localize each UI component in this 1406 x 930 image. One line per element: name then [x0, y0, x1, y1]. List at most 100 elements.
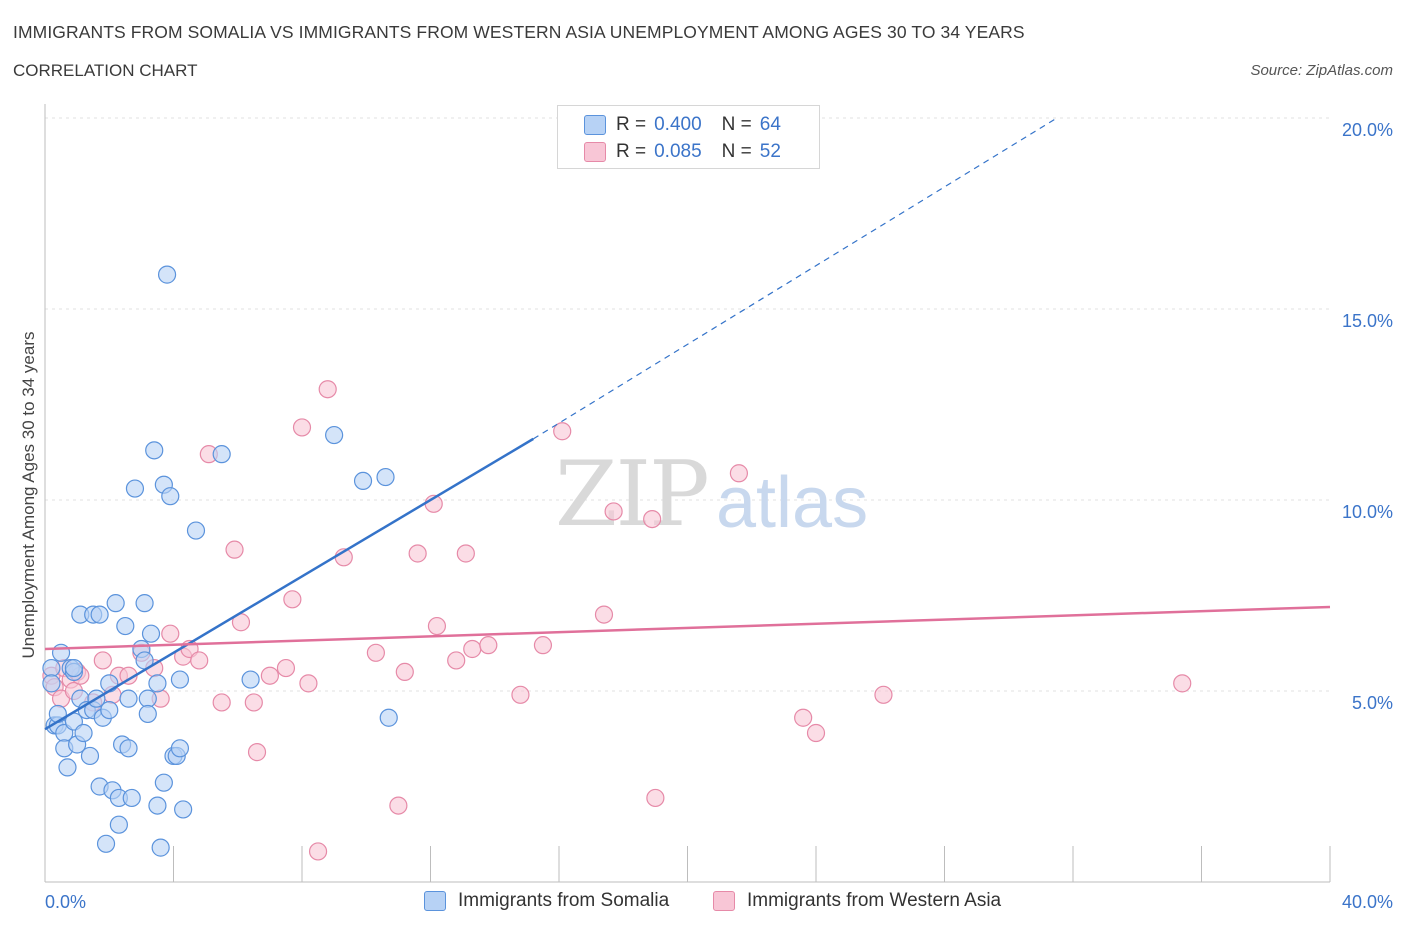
somalia-point	[90, 605, 109, 624]
western-asia-point	[806, 723, 826, 743]
somalia-point	[106, 594, 125, 613]
western-asia-point	[729, 464, 749, 483]
somalia-point	[64, 658, 84, 678]
western-asia-r-label: R =	[616, 141, 647, 162]
western-asia-points	[42, 380, 1192, 861]
western-asia-point	[225, 540, 244, 559]
somalia-point	[100, 700, 119, 720]
somalia-point	[154, 773, 173, 792]
western-asia-point	[260, 666, 279, 685]
somalia-point	[161, 487, 180, 506]
series-legend: Immigrants from Somalia Immigrants from …	[0, 890, 1406, 914]
somalia-legend-swatch	[424, 891, 446, 911]
western-asia-n-value: 52	[759, 141, 781, 162]
somalia-point	[125, 479, 145, 498]
western-asia-point	[553, 422, 572, 441]
western-asia-swatch	[584, 142, 606, 162]
axes	[44, 104, 1331, 883]
western-asia-point	[427, 616, 447, 636]
somalia-legend-label: Immigrants from Somalia	[458, 890, 670, 911]
western-asia-point	[447, 651, 466, 670]
western-asia-point	[212, 693, 231, 712]
legend-row-somalia: R = 0.400 N = 64	[584, 113, 781, 137]
somalia-points	[42, 265, 398, 857]
y-tick-label: 15.0%	[1342, 311, 1393, 331]
western-asia-legend-swatch	[713, 891, 735, 911]
somalia-point	[116, 616, 135, 636]
western-asia-trend-line	[44, 605, 1331, 651]
western-asia-legend-label: Immigrants from Western Asia	[747, 890, 1002, 911]
somalia-swatch	[584, 115, 606, 135]
western-asia-point	[794, 708, 813, 727]
somalia-point	[241, 670, 260, 689]
y-axis-title: Unemployment Among Ages 30 to 34 years	[19, 332, 38, 659]
western-asia-point	[276, 658, 296, 678]
western-asia-point	[161, 624, 180, 643]
somalia-point	[58, 758, 77, 777]
somalia-point	[148, 674, 167, 693]
somalia-n-label: N =	[721, 114, 752, 135]
somalia-trend-extension	[532, 117, 1058, 440]
western-asia-point	[874, 685, 893, 704]
western-asia-point	[479, 636, 498, 655]
somalia-point	[119, 739, 138, 758]
somalia-point	[138, 689, 157, 708]
somalia-point	[174, 800, 193, 819]
somalia-point	[109, 815, 128, 834]
watermark: ZIP atlas	[555, 442, 868, 547]
legend-row-western-asia: R = 0.085 N = 52	[584, 140, 781, 164]
western-asia-point	[594, 605, 614, 624]
western-asia-r-value: 0.085	[654, 141, 702, 162]
somalia-point	[145, 441, 164, 460]
somalia-point	[138, 704, 157, 724]
somalia-point	[379, 708, 398, 727]
y-tick-label: 10.0%	[1342, 502, 1393, 522]
gridlines	[45, 117, 1330, 692]
somalia-trend-line	[44, 437, 534, 731]
x-tick-label-min: 0.0%	[45, 892, 86, 912]
x-tick-label-max: 40.0%	[1342, 892, 1393, 912]
somalia-point	[119, 689, 138, 708]
western-asia-point	[299, 674, 318, 693]
western-asia-point	[366, 643, 385, 662]
somalia-point	[353, 471, 373, 490]
y-tick-label: 20.0%	[1342, 120, 1393, 140]
western-asia-point	[318, 380, 337, 399]
western-asia-point	[533, 636, 553, 655]
somalia-point	[170, 670, 190, 689]
chart-title: IMMIGRANTS FROM SOMALIA VS IMMIGRANTS FR…	[13, 22, 1025, 42]
somalia-point	[48, 704, 67, 724]
somalia-r-value: 0.400	[654, 114, 702, 135]
somalia-point	[51, 643, 71, 662]
somalia-point	[151, 838, 170, 857]
western-asia-point	[646, 788, 665, 808]
western-asia-point	[1173, 674, 1192, 693]
somalia-point	[376, 467, 395, 487]
tick-labels: 5.0% 10.0% 15.0% 20.0% 0.0% 40.0%	[45, 120, 1393, 912]
somalia-point	[122, 788, 141, 808]
western-asia-point	[283, 590, 302, 609]
somalia-r-label: R =	[616, 114, 647, 135]
somalia-point	[186, 521, 206, 540]
western-asia-point	[643, 509, 662, 529]
western-asia-point	[389, 796, 408, 815]
somalia-point	[100, 674, 119, 693]
somalia-n-value: 64	[759, 114, 781, 135]
western-asia-point	[308, 842, 328, 861]
somalia-point	[141, 624, 161, 643]
somalia-point	[325, 425, 344, 445]
western-asia-point	[463, 639, 482, 659]
source-credit: Source: ZipAtlas.com	[1250, 62, 1393, 79]
somalia-point	[170, 739, 190, 758]
western-asia-point	[511, 685, 530, 704]
western-asia-point	[247, 743, 267, 762]
trend-lines	[44, 117, 1331, 731]
chart-subtitle: CORRELATION CHART	[13, 61, 198, 80]
somalia-point	[42, 658, 61, 678]
western-asia-point	[395, 662, 414, 682]
y-tick-label: 5.0%	[1352, 693, 1393, 713]
somalia-point	[42, 674, 61, 693]
somalia-point	[135, 594, 154, 613]
legend-item-western-asia: Immigrants from Western Asia	[713, 890, 1001, 912]
